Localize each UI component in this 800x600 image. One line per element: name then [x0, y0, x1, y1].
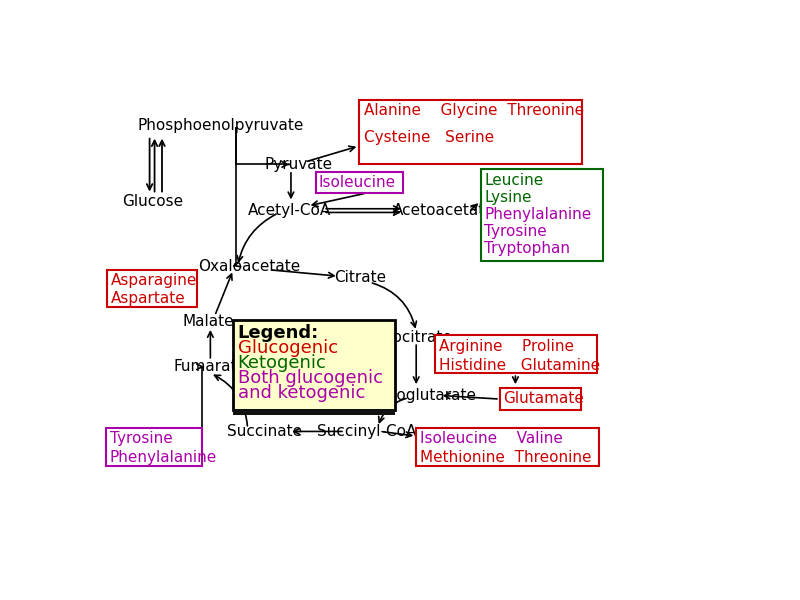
Text: Glucose: Glucose [122, 194, 183, 209]
Text: Succinate: Succinate [226, 424, 302, 439]
Text: Alanine    Glycine  Threonine: Alanine Glycine Threonine [363, 103, 584, 118]
Text: Isoleucine    Valine: Isoleucine Valine [420, 431, 562, 446]
Text: Fumarate: Fumarate [174, 359, 247, 374]
FancyBboxPatch shape [500, 388, 581, 410]
Text: Succinyl-CoA: Succinyl-CoA [317, 424, 416, 439]
Text: Isoleucine: Isoleucine [319, 175, 396, 190]
FancyBboxPatch shape [106, 428, 202, 466]
Text: Both glucogenic: Both glucogenic [238, 368, 382, 386]
Text: Tyrosine: Tyrosine [485, 224, 547, 239]
Text: α-Ketoglutarate: α-Ketoglutarate [356, 388, 476, 403]
Text: Acetoacetate: Acetoacetate [394, 203, 495, 218]
Text: Glutamate: Glutamate [503, 391, 584, 406]
Text: Cysteine   Serine: Cysteine Serine [363, 130, 494, 145]
Text: Asparagine: Asparagine [111, 273, 198, 288]
Text: Histidine   Glutamine: Histidine Glutamine [438, 358, 600, 373]
Text: Phenylalanine: Phenylalanine [110, 450, 217, 465]
Text: Pyruvate: Pyruvate [264, 157, 333, 172]
Text: Malate: Malate [182, 314, 234, 329]
Text: Acetyl-CoA: Acetyl-CoA [247, 203, 330, 218]
Text: Leucine: Leucine [485, 173, 544, 188]
Text: Tyrosine: Tyrosine [110, 431, 173, 446]
Text: Tryptophan: Tryptophan [485, 241, 570, 256]
Text: Isocitrate: Isocitrate [380, 330, 452, 345]
Text: Arginine    Proline: Arginine Proline [438, 339, 574, 354]
FancyBboxPatch shape [359, 100, 582, 164]
Text: Citrate: Citrate [334, 270, 386, 285]
Text: and ketogenic: and ketogenic [238, 384, 365, 402]
Text: Phenylalanine: Phenylalanine [485, 207, 592, 222]
FancyBboxPatch shape [234, 409, 394, 415]
FancyBboxPatch shape [435, 335, 598, 373]
FancyBboxPatch shape [481, 169, 603, 262]
Text: Phosphoenolpyruvate: Phosphoenolpyruvate [138, 118, 304, 133]
Text: Legend:: Legend: [238, 324, 319, 342]
FancyBboxPatch shape [107, 270, 198, 307]
Text: Aspartate: Aspartate [111, 292, 186, 307]
Text: Glucogenic: Glucogenic [238, 339, 338, 357]
FancyBboxPatch shape [416, 428, 599, 466]
Text: Oxaloacetate: Oxaloacetate [198, 259, 300, 274]
Text: Lysine: Lysine [485, 190, 532, 205]
FancyBboxPatch shape [234, 320, 394, 410]
Text: Ketogenic: Ketogenic [238, 354, 326, 372]
FancyBboxPatch shape [316, 172, 402, 193]
Text: Methionine  Threonine: Methionine Threonine [420, 450, 591, 465]
